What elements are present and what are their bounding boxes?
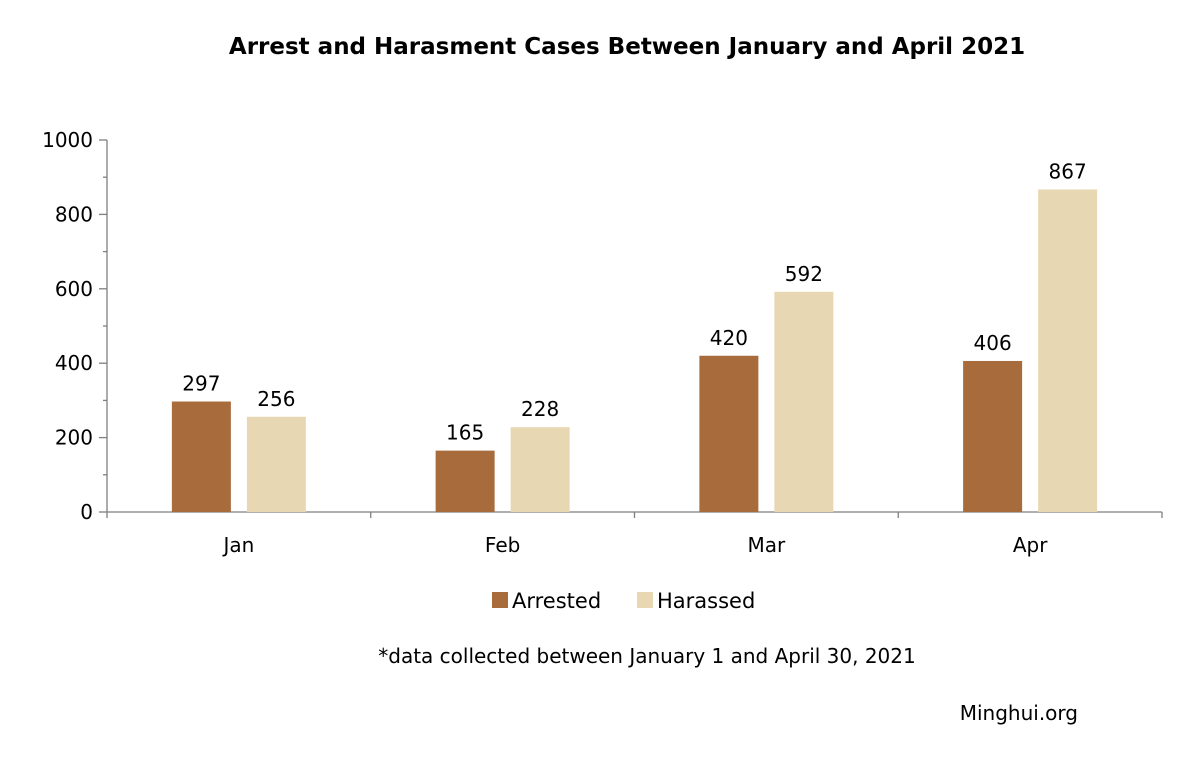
data-label: 256 [257,387,295,411]
bar-harassed-feb [510,427,570,512]
data-label: 297 [182,372,220,396]
legend: Arrested Harassed [492,589,755,613]
category-labels: Jan Feb Mar Apr [221,533,1048,557]
data-label: 592 [785,262,823,286]
bar-harassed-mar [774,291,834,512]
legend-label-harassed: Harassed [657,589,755,613]
bar-arrested-apr [963,360,1023,512]
legend-swatch-arrested [492,592,508,608]
data-label: 228 [521,397,559,421]
data-label: 867 [1049,159,1087,183]
category-label-feb: Feb [485,533,520,557]
data-label: 165 [446,421,484,445]
bars [171,189,1098,512]
y-tick-label: 200 [55,426,93,450]
legend-swatch-harassed [637,592,653,608]
bar-arrested-jan [171,401,231,512]
category-label-apr: Apr [1013,533,1048,557]
y-tick-label: 800 [55,202,93,226]
y-tick-label: 400 [55,351,93,375]
data-label: 420 [710,326,748,350]
y-tick-label: 600 [55,277,93,301]
bar-arrested-mar [699,355,759,512]
bar-arrested-feb [435,450,495,512]
footnote: *data collected between January 1 and Ap… [378,644,915,668]
bar-harassed-apr [1038,189,1098,512]
category-label-mar: Mar [748,533,787,557]
bar-harassed-jan [246,416,306,512]
y-tick-label: 1000 [42,128,93,152]
source-credit: Minghui.org [960,701,1078,725]
category-label-jan: Jan [221,533,254,557]
chart-title: Arrest and Harasment Cases Between Janua… [229,34,1025,60]
legend-label-arrested: Arrested [512,589,601,613]
y-tick-label: 0 [80,500,93,524]
data-labels: 297 256 165 228 420 592 406 867 [182,159,1086,444]
data-label: 406 [974,331,1012,355]
